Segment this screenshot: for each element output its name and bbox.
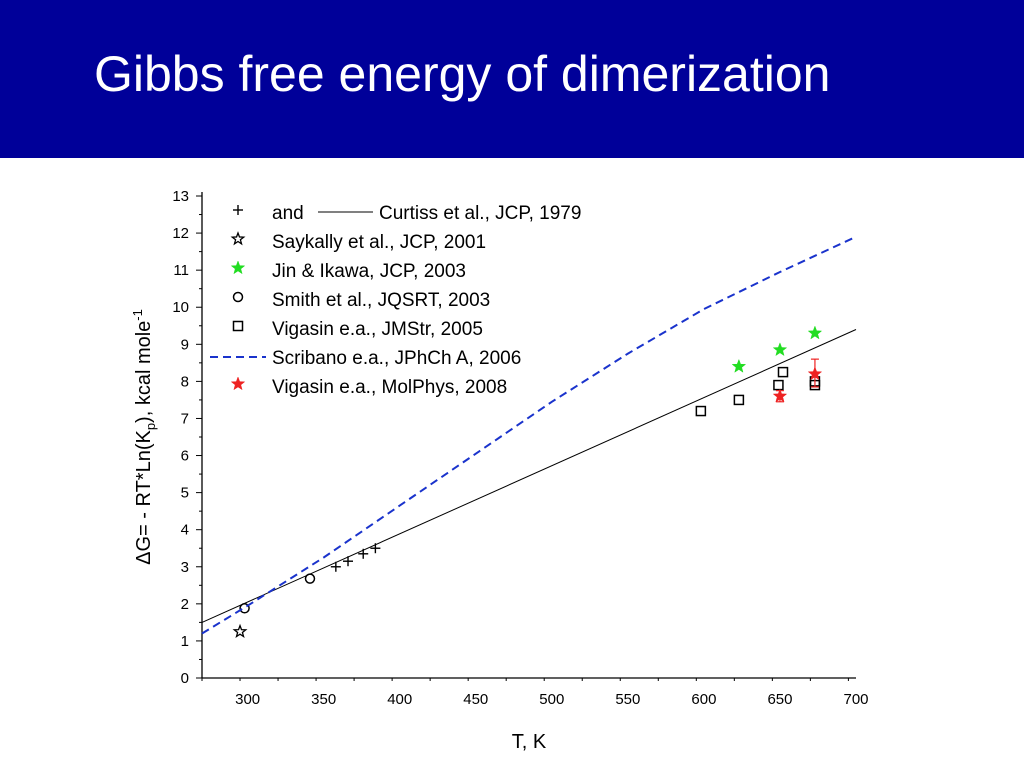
x-tick-label: 450: [463, 691, 488, 708]
legend-symbol: [230, 376, 246, 391]
data-point: [772, 342, 788, 357]
y-tick-label: 12: [172, 225, 189, 242]
x-tick-label: 400: [387, 691, 412, 708]
y-tick-label: 8: [181, 373, 189, 390]
x-tick-label: 600: [691, 691, 716, 708]
data-point: [232, 623, 248, 639]
y-axis-title: ΔG= - RT*Ln(Kp), kcal mole-1: [130, 309, 158, 565]
chart-legend: and Curtiss et al., JCP, 1979 Saykally et …: [210, 203, 581, 398]
legend-label: Curtiss et al., JCP, 1979: [379, 203, 581, 224]
legend-item: Jin & Ikawa, JCP, 2003: [230, 260, 466, 282]
legend-label: Vigasin e.a., MolPhys, 2008: [272, 377, 507, 398]
data-point: [330, 561, 341, 572]
legend-item: Smith et al., JQSRT, 2003: [232, 290, 490, 311]
legend-item: Saykally et al., JCP, 2001: [230, 231, 486, 253]
y-tick-label: 4: [181, 522, 189, 539]
data-point: [695, 405, 707, 417]
x-axis-title: T, K: [512, 731, 547, 753]
data-point: [777, 366, 789, 378]
y-tick-label: 1: [181, 633, 189, 650]
legend-symbol: [232, 320, 244, 332]
data-point: [772, 388, 788, 403]
x-tick-label: 300: [235, 691, 260, 708]
y-tick-label: 9: [181, 336, 189, 353]
data-point: [239, 603, 250, 614]
data-point: [807, 325, 823, 340]
y-tick-label: 10: [172, 299, 189, 316]
legend-label: Jin & Ikawa, JCP, 2003: [272, 261, 466, 282]
x-tick-label: 700: [843, 691, 868, 708]
legend-label: Scribano e.a., JPhCh A, 2006: [272, 348, 521, 369]
legend-symbol: [233, 205, 243, 215]
legend-symbol: [230, 260, 246, 275]
x-tick-label: 550: [615, 691, 640, 708]
slide-title: Gibbs free energy of dimerization: [94, 46, 831, 102]
legend-item: Scribano e.a., JPhCh A, 2006: [210, 348, 521, 369]
legend-item: Vigasin e.a., MolPhys, 2008: [230, 376, 507, 398]
legend-label: Smith et al., JQSRT, 2003: [272, 290, 490, 311]
legend-symbol: [232, 291, 244, 303]
legend-item: Vigasin e.a., JMStr, 2005: [232, 319, 483, 340]
chart-plot-area: [201, 235, 857, 639]
legend-label: and: [272, 203, 304, 224]
data-point: [733, 394, 745, 406]
data-point: [773, 379, 784, 391]
data-point: [304, 573, 316, 584]
x-tick-label: 350: [311, 691, 336, 708]
y-tick-label: 3: [181, 559, 189, 576]
y-tick-label: 2: [181, 596, 189, 613]
title-bar: [0, 0, 1024, 158]
chart-axes: 300 350 400 450 500 550 600 650 7000123456789101…: [172, 188, 868, 708]
legend-item: and Curtiss et al., JCP, 1979: [233, 203, 581, 224]
y-tick-label: 5: [181, 485, 189, 502]
data-point: [343, 556, 354, 567]
curtiss-fit-line: [201, 329, 857, 623]
y-tick-label: 13: [172, 188, 189, 205]
x-tick-label: 500: [539, 691, 564, 708]
x-tick-label: 650: [767, 691, 792, 708]
legend-symbol: [230, 231, 246, 246]
legend-label: Vigasin e.a., JMStr, 2005: [272, 319, 483, 340]
scribano-dashed-line: [201, 235, 857, 635]
y-tick-label: 11: [173, 262, 189, 279]
data-point: [807, 366, 823, 381]
data-point: [731, 358, 747, 373]
y-tick-label: 6: [181, 448, 189, 465]
y-tick-label: 0: [181, 670, 189, 687]
y-tick-label: 7: [181, 410, 189, 427]
legend-label: Saykally et al., JCP, 2001: [272, 232, 486, 253]
